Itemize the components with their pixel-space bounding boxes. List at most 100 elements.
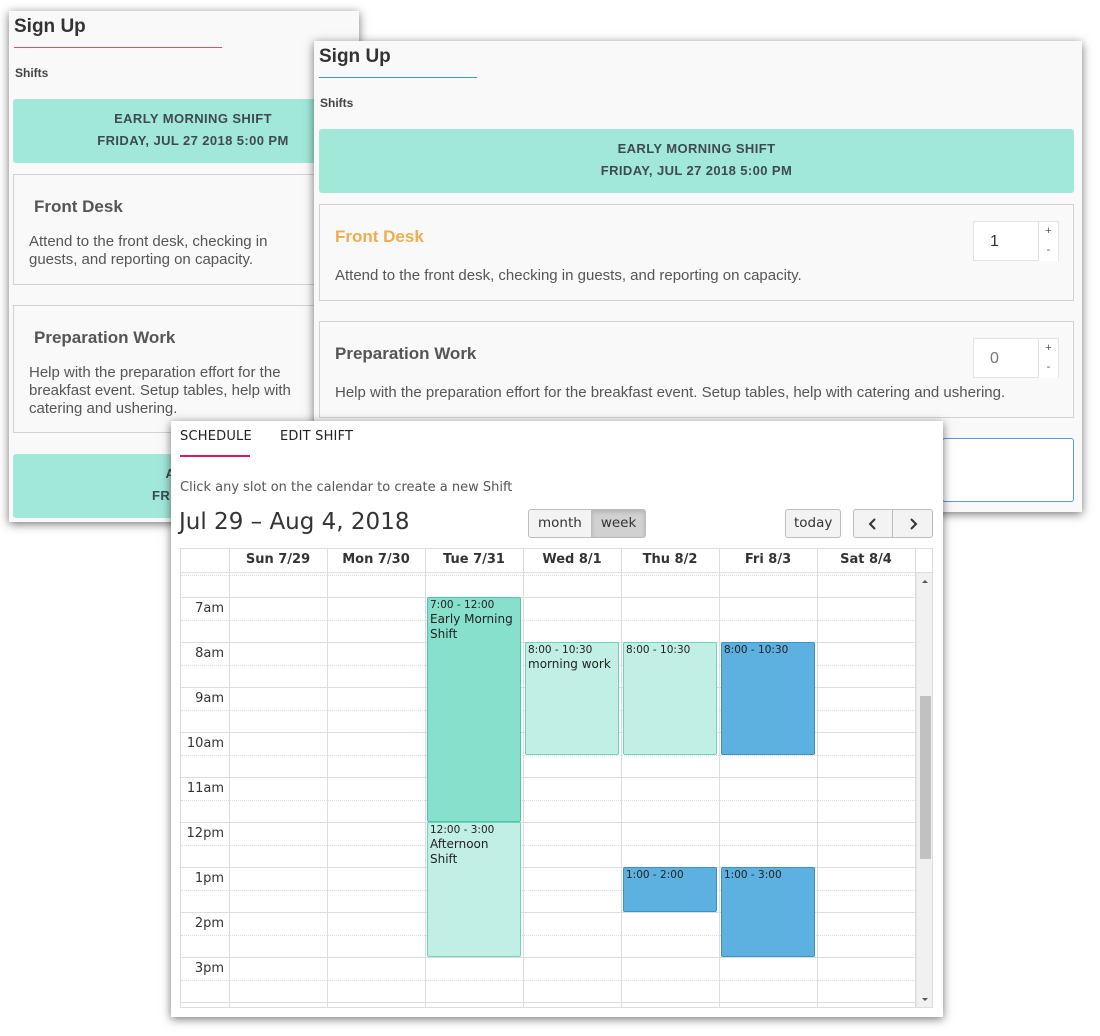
event-time: 1:00 - 3:00 xyxy=(724,869,782,881)
role-title: Preparation Work xyxy=(335,344,477,363)
role-description: Attend to the front desk, checking in gu… xyxy=(335,267,802,284)
day-header-row: Sun 7/29 Mon 7/30 Tue 7/31 Wed 8/1 Thu 8… xyxy=(181,549,932,573)
time-label: 11am xyxy=(186,781,224,796)
schedule-window: SCHEDULE EDIT SHIFT Click any slot on th… xyxy=(171,421,943,1017)
day-header: Wed 8/1 xyxy=(542,552,602,567)
quantity-value[interactable]: 0 xyxy=(990,350,999,367)
time-label: 12pm xyxy=(186,826,224,841)
today-button[interactable]: today xyxy=(785,509,842,538)
calendar-event[interactable]: 1:00 - 3:00 xyxy=(721,867,815,957)
event-time: 8:00 - 10:30 xyxy=(724,644,789,656)
increment-button[interactable]: + xyxy=(1038,222,1058,242)
page-title: Sign Up xyxy=(14,16,86,37)
role-card-preparation[interactable]: Preparation Work Help with the preparati… xyxy=(13,305,359,433)
shift-banner[interactable]: EARLY MORNING SHIFT FRIDAY, JUL 27 2018 … xyxy=(13,99,359,163)
grid-line xyxy=(181,620,915,621)
scroll-down-icon[interactable] xyxy=(917,994,933,1006)
time-label: 1pm xyxy=(194,871,224,886)
decrement-button[interactable]: - xyxy=(1038,241,1058,261)
grid-line xyxy=(181,980,915,981)
shift-banner[interactable]: EARLY MORNING SHIFT FRIDAY, JUL 27 2018 … xyxy=(319,129,1074,193)
week-calendar[interactable]: Sun 7/29 Mon 7/30 Tue 7/31 Wed 8/1 Thu 8… xyxy=(180,548,933,1008)
chevron-right-icon xyxy=(909,518,917,530)
time-label: 10am xyxy=(186,736,224,751)
event-title: Afternoon Shift xyxy=(430,837,489,866)
shift-name: EARLY MORNING SHIFT xyxy=(617,141,776,156)
page-title: Sign Up xyxy=(319,46,391,67)
today-button-group: today xyxy=(785,509,842,538)
tab-schedule[interactable]: SCHEDULE xyxy=(180,429,252,444)
title-underline xyxy=(14,47,222,48)
nav-button-group xyxy=(853,509,933,538)
scrollbar-thumb[interactable] xyxy=(920,696,931,859)
title-underline xyxy=(319,77,477,78)
grid-line xyxy=(229,549,230,1007)
role-description: Help with the preparation effort for the… xyxy=(335,384,1006,401)
event-time: 8:00 - 10:30 xyxy=(528,644,593,656)
calendar-event[interactable]: 8:00 - 10:30 xyxy=(721,642,815,755)
calendar-hint: Click any slot on the calendar to create… xyxy=(180,480,513,495)
grid-line xyxy=(181,755,915,756)
event-title: Early Morning Shift xyxy=(430,612,513,641)
grid-line xyxy=(181,1002,915,1003)
event-time: 1:00 - 2:00 xyxy=(626,869,684,881)
grid-line xyxy=(181,777,915,778)
next-week-button[interactable] xyxy=(893,509,933,538)
month-view-button[interactable]: month xyxy=(528,509,592,538)
tab-edit-shift[interactable]: EDIT SHIFT xyxy=(280,429,354,444)
day-header: Thu 8/2 xyxy=(642,552,698,567)
role-card-front-desk[interactable]: Front Desk Attend to the front desk, che… xyxy=(319,204,1074,301)
event-time: 7:00 - 12:00 xyxy=(430,599,495,611)
role-description: Help with the preparation effort for the… xyxy=(29,364,291,417)
scroll-up-icon[interactable] xyxy=(917,575,933,587)
grid-line xyxy=(719,549,720,1007)
role-description: Attend to the front desk, checking in gue… xyxy=(29,233,268,268)
calendar-scrollbar[interactable] xyxy=(916,573,933,1007)
calendar-event[interactable]: 7:00 - 12:00 Early Morning Shift xyxy=(427,597,521,822)
shift-name: EARLY MORNING SHIFT xyxy=(114,111,272,126)
quantity-stepper[interactable]: 1 + - xyxy=(973,221,1059,261)
view-switcher: month week xyxy=(528,509,647,538)
prev-week-button[interactable] xyxy=(853,509,893,538)
day-header: Sun 7/29 xyxy=(245,552,311,567)
day-header: Tue 7/31 xyxy=(443,552,505,567)
grid-line xyxy=(817,549,818,1007)
chevron-left-icon xyxy=(868,518,876,530)
quantity-stepper[interactable]: 0 + - xyxy=(973,338,1059,378)
role-card-preparation[interactable]: Preparation Work Help with the preparati… xyxy=(319,321,1074,418)
increment-button[interactable]: + xyxy=(1038,339,1058,359)
grid-line xyxy=(181,867,915,868)
day-header: Mon 7/30 xyxy=(342,552,410,567)
shift-date: FRIDAY, JUL 27 2018 5:00 PM xyxy=(97,133,289,148)
text-input[interactable] xyxy=(942,438,1074,502)
grid-line xyxy=(181,890,915,891)
decrement-button[interactable]: - xyxy=(1038,358,1058,378)
calendar-event[interactable]: 8:00 - 10:30 xyxy=(623,642,717,755)
event-time: 12:00 - 3:00 xyxy=(430,824,495,836)
grid-line xyxy=(181,957,915,958)
section-label: Shifts xyxy=(320,96,354,110)
day-header: Fri 8/3 xyxy=(744,552,792,567)
signup-panel-back: Sign Up Shifts EARLY MORNING SHIFT FRIDA… xyxy=(9,11,359,522)
event-title: morning work xyxy=(528,657,611,671)
role-title: Preparation Work xyxy=(34,328,176,347)
section-label: Shifts xyxy=(15,66,49,80)
grid-line xyxy=(181,597,915,598)
role-title: Front Desk xyxy=(34,197,123,216)
grid-line xyxy=(181,822,915,823)
calendar-event[interactable]: 1:00 - 2:00 xyxy=(623,867,717,912)
grid-line xyxy=(181,845,915,846)
role-card-front-desk[interactable]: Front Desk Attend to the front desk, che… xyxy=(13,174,359,285)
calendar-event[interactable]: 8:00 - 10:30 morning work xyxy=(525,642,619,755)
grid-line xyxy=(327,549,328,1007)
grid-line xyxy=(181,935,915,936)
day-header: Sat 8/4 xyxy=(840,552,892,567)
grid-line xyxy=(181,575,915,576)
grid-line xyxy=(181,800,915,801)
calendar-event[interactable]: 12:00 - 3:00 Afternoon Shift xyxy=(427,822,521,957)
time-label: 2pm xyxy=(194,916,224,931)
quantity-value[interactable]: 1 xyxy=(990,233,999,250)
shift-date: FRIDAY, JUL 27 2018 5:00 PM xyxy=(600,163,793,178)
grid-line xyxy=(181,912,915,913)
week-view-button[interactable]: week xyxy=(591,509,647,538)
